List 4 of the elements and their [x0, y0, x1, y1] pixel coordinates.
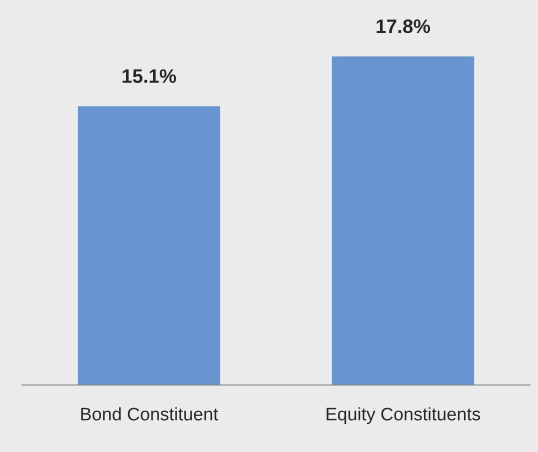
- data-label: 15.1%: [122, 69, 176, 83]
- data-label: 17.8%: [376, 19, 430, 34]
- x-tick-label: Equity Constituents: [326, 407, 480, 424]
- x-tick-label: Bond Constituent: [81, 407, 218, 420]
